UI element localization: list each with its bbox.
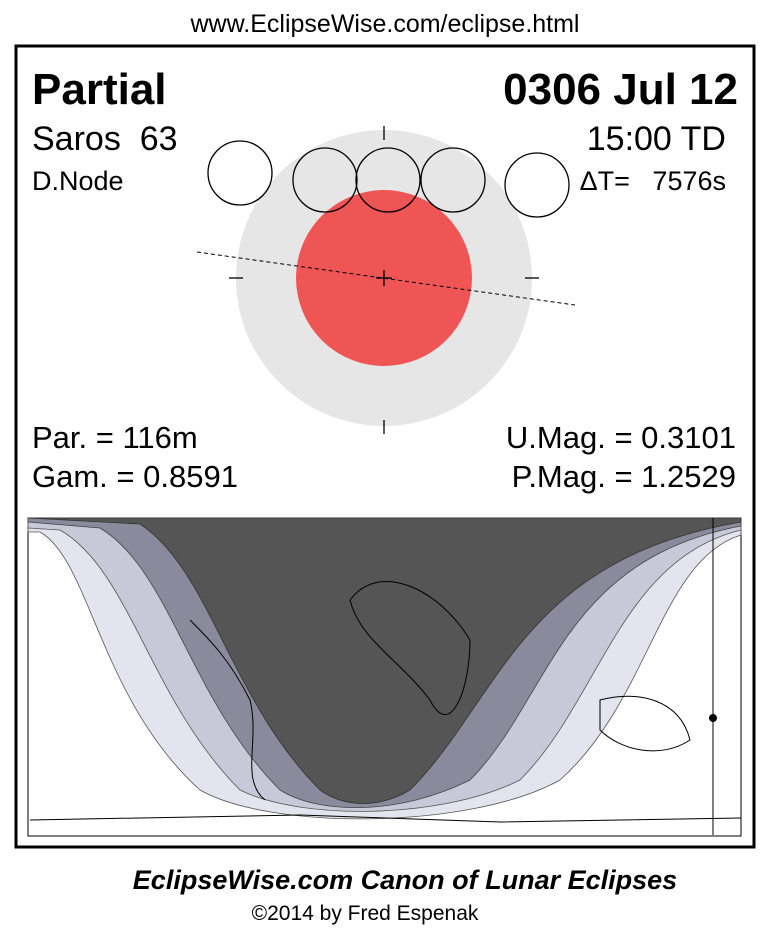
node: D.Node [32,166,124,196]
duration: Par. = 116m [32,420,198,455]
saros: Saros 63 [32,120,178,158]
gamma: Gam. = 0.8591 [32,459,238,494]
eclipse-type: Partial [32,65,167,114]
time: 15:00 TD [587,120,726,158]
eclipse-date: 0306 Jul 12 [503,65,738,114]
footer-title: EclipseWise.com Canon of Lunar Eclipses [133,865,677,895]
penumbral-magnitude: P.Mag. = 1.2529 [512,459,736,494]
delta-t: ΔT= 7576s [580,166,726,196]
footer-credit: ©2014 by Fred Espenak [252,902,479,925]
world-map [27,517,742,837]
url: www.EclipseWise.com/eclipse.html [190,10,580,38]
moon-positions [207,140,570,218]
axis-ticks [229,126,539,434]
umbral-magnitude: U.Mag. = 0.3101 [506,420,736,455]
